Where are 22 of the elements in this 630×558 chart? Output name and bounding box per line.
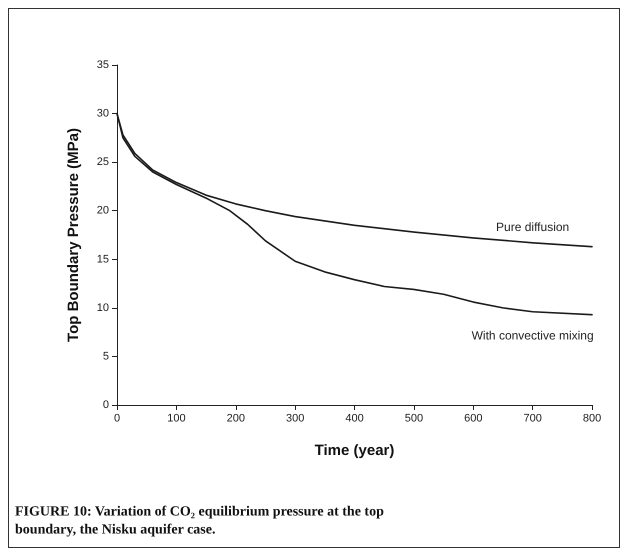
y-tick-label: 30 [96,108,109,120]
x-tick-label: 300 [286,412,304,424]
x-tick-label: 700 [523,412,542,424]
x-tick-label: 800 [582,412,602,424]
series-label: With convective mixing [472,328,594,343]
y-axis-title: Top Boundary Pressure (MPa) [65,128,82,342]
x-tick-label: 500 [404,412,424,424]
x-axis-title: Time (year) [314,442,394,459]
series-label: Pure diffusion [496,220,570,234]
x-tick-label: 100 [167,412,186,424]
y-tick-label: 10 [96,302,109,314]
caption: FIGURE 10: Variation of CO₂ equilibrium pressure at the top boundary, the Nisku aquifer case. [15,504,388,538]
y-tick-label: 20 [96,204,109,217]
x-tick-label: 0 [114,412,120,424]
x-tick-label: 400 [345,412,364,424]
y-tick-label: 35 [96,59,109,71]
y-tick-label: 15 [96,253,109,266]
y-tick-label: 5 [102,350,109,362]
y-tick-label: 25 [96,156,109,168]
x-tick-label: 600 [464,412,482,424]
y-tick-label: 0 [102,399,109,411]
x-tick-label: 200 [226,412,245,424]
